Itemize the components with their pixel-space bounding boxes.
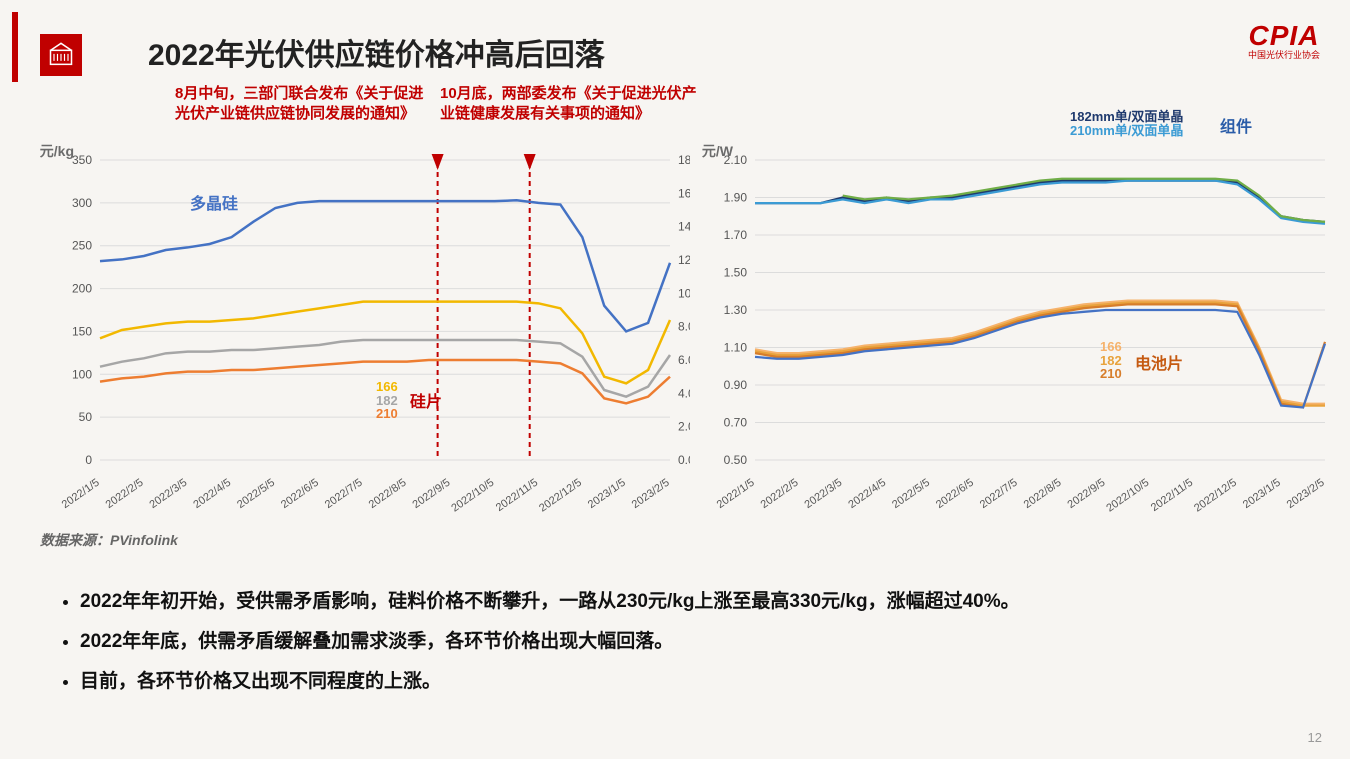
svg-text:2022/8/5: 2022/8/5 (1022, 477, 1064, 511)
svg-text:2023/2/5: 2023/2/5 (630, 477, 672, 511)
logo: CPIA 中国光伏行业协会 (1248, 20, 1320, 61)
svg-text:2022/7/5: 2022/7/5 (978, 477, 1020, 511)
wafer-series-labels: 166 182 210 (376, 380, 398, 421)
svg-text:元/kg: 元/kg (40, 143, 74, 159)
label-polysilicon: 多晶硅 (190, 190, 238, 214)
svg-text:200: 200 (72, 282, 92, 296)
svg-text:2022/11/5: 2022/11/5 (1149, 477, 1195, 514)
svg-text:10.00: 10.00 (678, 286, 690, 300)
decorative-bar (12, 12, 18, 82)
svg-text:2022/6/5: 2022/6/5 (934, 477, 976, 511)
svg-text:2022/7/5: 2022/7/5 (323, 477, 365, 511)
data-source: 数据来源：PVinfolink (40, 530, 178, 550)
svg-text:2023/2/5: 2023/2/5 (1285, 477, 1327, 511)
svg-text:2022/5/5: 2022/5/5 (235, 477, 277, 511)
svg-text:16.00: 16.00 (678, 186, 690, 200)
svg-text:2022/12/5: 2022/12/5 (537, 477, 584, 515)
bullet-list: 2022年年初开始，受供需矛盾影响，硅料价格不断攀升，一路从230元/kg上涨至… (56, 582, 1020, 702)
svg-text:1.10: 1.10 (724, 341, 748, 355)
svg-text:0.50: 0.50 (724, 453, 748, 467)
annotation-aug: 8月中旬，三部门联合发布《关于促进光伏产业链供应链协同发展的通知》 (175, 84, 435, 123)
svg-text:2022/3/5: 2022/3/5 (147, 477, 189, 511)
svg-text:2023/1/5: 2023/1/5 (586, 477, 628, 511)
label-module: 组件 (1220, 113, 1252, 137)
chart-left: 0 50 100 150 200 250 300 350 0.00 2.00 4.00 6.00 8.0… (40, 140, 690, 525)
svg-text:2022/4/5: 2022/4/5 (846, 477, 888, 511)
svg-text:2022/2/5: 2022/2/5 (759, 477, 801, 511)
svg-text:150: 150 (72, 324, 92, 338)
chart-right: 0.500.700.901.101.301.501.701.902.102022… (700, 140, 1330, 525)
svg-text:50: 50 (79, 410, 93, 424)
svg-text:4.00: 4.00 (678, 386, 690, 400)
svg-text:1.70: 1.70 (724, 228, 748, 242)
svg-text:2022/9/5: 2022/9/5 (411, 477, 453, 511)
svg-text:0.70: 0.70 (724, 416, 748, 430)
svg-text:2023/1/5: 2023/1/5 (1241, 477, 1283, 511)
svg-text:6.00: 6.00 (678, 353, 690, 367)
annotation-oct: 10月底，两部委发布《关于促进光伏产业链健康发展有关事项的通知》 (440, 84, 700, 123)
svg-text:2022/1/5: 2022/1/5 (60, 477, 102, 511)
module-legend: 182mm单/双面单晶 210mm单/双面单晶 (1070, 110, 1183, 137)
svg-text:1.90: 1.90 (724, 191, 748, 205)
svg-text:2022/12/5: 2022/12/5 (1192, 477, 1239, 515)
label-cell: 电池片 (1135, 350, 1183, 374)
svg-text:2022/10/5: 2022/10/5 (449, 477, 496, 515)
svg-text:300: 300 (72, 196, 92, 210)
svg-text:2022/5/5: 2022/5/5 (890, 477, 932, 511)
svg-text:元/W: 元/W (702, 143, 734, 159)
svg-text:1.30: 1.30 (724, 303, 748, 317)
panel-icon (47, 41, 75, 69)
svg-text:2022/1/5: 2022/1/5 (715, 477, 757, 511)
svg-text:18.00: 18.00 (678, 153, 690, 167)
page-title: 2022年光伏供应链价格冲高后回落 (148, 30, 605, 74)
svg-text:14.00: 14.00 (678, 220, 690, 234)
cell-legend: 166 182 210 (1100, 340, 1122, 381)
svg-text:2022/11/5: 2022/11/5 (494, 477, 540, 514)
page-number: 12 (1308, 730, 1322, 745)
svg-text:2022/9/5: 2022/9/5 (1066, 477, 1108, 511)
svg-text:100: 100 (72, 367, 92, 381)
svg-text:8.00: 8.00 (678, 320, 690, 334)
slide-icon (40, 34, 82, 76)
svg-text:2022/2/5: 2022/2/5 (104, 477, 146, 511)
svg-text:12.00: 12.00 (678, 253, 690, 267)
svg-text:2022/4/5: 2022/4/5 (191, 477, 233, 511)
logo-subtitle: 中国光伏行业协会 (1248, 48, 1320, 61)
bullet-3: 目前，各环节价格又出现不同程度的上涨。 (80, 662, 1020, 702)
svg-text:0: 0 (85, 453, 92, 467)
svg-text:2.00: 2.00 (678, 420, 690, 434)
bullet-1: 2022年年初开始，受供需矛盾影响，硅料价格不断攀升，一路从230元/kg上涨至… (80, 582, 1020, 622)
svg-text:0.90: 0.90 (724, 378, 748, 392)
svg-text:2022/6/5: 2022/6/5 (279, 477, 321, 511)
svg-text:2022/10/5: 2022/10/5 (1104, 477, 1151, 515)
svg-text:2022/8/5: 2022/8/5 (367, 477, 409, 511)
svg-text:0.00: 0.00 (678, 453, 690, 467)
svg-text:2022/3/5: 2022/3/5 (802, 477, 844, 511)
svg-text:350: 350 (72, 153, 92, 167)
label-wafer: 硅片 (410, 388, 442, 412)
svg-text:1.50: 1.50 (724, 266, 748, 280)
svg-text:250: 250 (72, 239, 92, 253)
bullet-2: 2022年年底，供需矛盾缓解叠加需求淡季，各环节价格出现大幅回落。 (80, 622, 1020, 662)
